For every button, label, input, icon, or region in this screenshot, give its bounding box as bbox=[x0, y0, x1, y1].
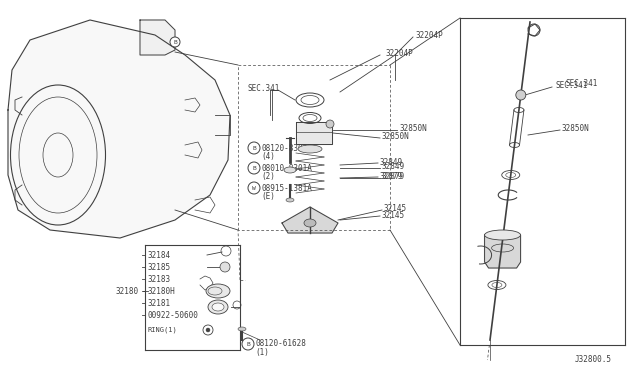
Text: 32185: 32185 bbox=[148, 263, 171, 272]
Ellipse shape bbox=[298, 145, 322, 153]
Text: (1): (1) bbox=[255, 347, 269, 356]
Text: 32849: 32849 bbox=[380, 157, 403, 167]
Text: J32800.5: J32800.5 bbox=[575, 356, 612, 365]
Text: 32849: 32849 bbox=[382, 161, 405, 170]
Text: 08915-1381A: 08915-1381A bbox=[261, 183, 312, 192]
Text: 32850N: 32850N bbox=[562, 124, 589, 132]
Text: (4): (4) bbox=[261, 151, 275, 160]
Text: (E): (E) bbox=[261, 192, 275, 201]
Ellipse shape bbox=[286, 198, 294, 202]
Text: 32879: 32879 bbox=[380, 171, 403, 180]
Polygon shape bbox=[140, 20, 175, 55]
Text: 32879: 32879 bbox=[382, 171, 405, 180]
Polygon shape bbox=[296, 122, 332, 144]
Ellipse shape bbox=[304, 219, 316, 227]
Circle shape bbox=[206, 328, 210, 332]
Text: 08010-8301A: 08010-8301A bbox=[261, 164, 312, 173]
Text: B: B bbox=[173, 39, 177, 45]
Polygon shape bbox=[8, 20, 230, 238]
Polygon shape bbox=[282, 207, 338, 233]
Text: SEC.341: SEC.341 bbox=[248, 83, 280, 93]
Ellipse shape bbox=[284, 167, 296, 173]
Text: B: B bbox=[252, 145, 256, 151]
Text: 32184: 32184 bbox=[148, 250, 171, 260]
Ellipse shape bbox=[238, 327, 246, 331]
Text: 32145: 32145 bbox=[384, 203, 407, 212]
Text: 32183: 32183 bbox=[148, 275, 171, 283]
Text: 08120-61628: 08120-61628 bbox=[255, 340, 306, 349]
Text: SEC.341: SEC.341 bbox=[555, 80, 588, 90]
Text: 00922-50600: 00922-50600 bbox=[148, 311, 199, 320]
Ellipse shape bbox=[212, 303, 224, 311]
Circle shape bbox=[242, 338, 254, 350]
Text: 32145: 32145 bbox=[382, 211, 405, 219]
Text: 08120-8301E: 08120-8301E bbox=[261, 144, 312, 153]
Text: (2): (2) bbox=[261, 171, 275, 180]
Ellipse shape bbox=[484, 230, 520, 240]
Text: 32181: 32181 bbox=[148, 298, 171, 308]
Text: W: W bbox=[252, 186, 256, 190]
Circle shape bbox=[170, 37, 180, 47]
Text: 32204P: 32204P bbox=[415, 31, 443, 39]
Circle shape bbox=[326, 120, 334, 128]
Text: RING(1): RING(1) bbox=[148, 327, 178, 333]
Text: B: B bbox=[246, 341, 250, 346]
Polygon shape bbox=[484, 235, 520, 268]
Text: B: B bbox=[252, 166, 256, 170]
Text: 32204P: 32204P bbox=[385, 48, 413, 58]
Circle shape bbox=[220, 262, 230, 272]
Circle shape bbox=[248, 142, 260, 154]
Text: SEC.341: SEC.341 bbox=[565, 78, 597, 87]
Ellipse shape bbox=[206, 284, 230, 298]
Circle shape bbox=[248, 162, 260, 174]
Text: 32180H: 32180H bbox=[148, 286, 176, 295]
Circle shape bbox=[248, 182, 260, 194]
Circle shape bbox=[516, 90, 526, 100]
Text: 32850N: 32850N bbox=[400, 124, 428, 132]
Ellipse shape bbox=[208, 300, 228, 314]
Text: 32180: 32180 bbox=[115, 286, 138, 295]
Text: 32850N: 32850N bbox=[382, 131, 410, 141]
